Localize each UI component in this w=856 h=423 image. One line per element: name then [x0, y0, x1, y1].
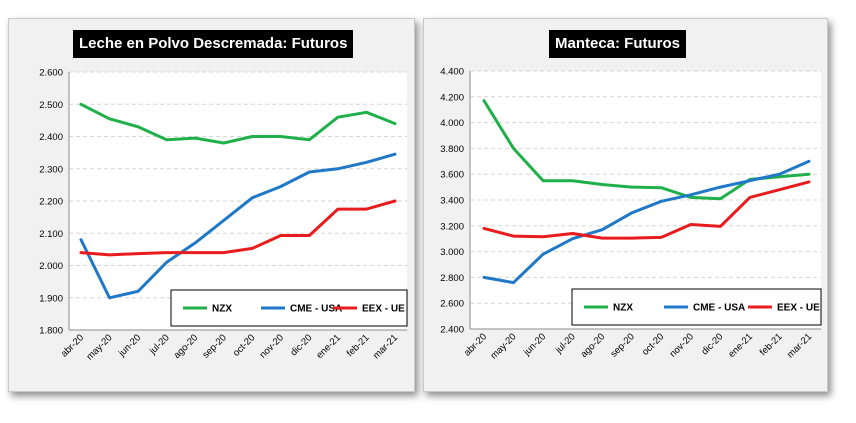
y-tick-label: 2.400: [440, 325, 464, 336]
y-tick-label: 3.400: [440, 196, 464, 207]
y-tick-label: 2.600: [440, 299, 464, 310]
legend-label: CME - USA: [290, 304, 342, 315]
x-tick-label: nov-20: [258, 332, 286, 360]
legend-label: EEX - UE: [362, 304, 405, 315]
y-tick-label: 4.200: [440, 92, 464, 103]
x-tick-label: ago-20: [579, 331, 608, 360]
legend-box: [571, 288, 822, 326]
x-tick-label: jul-20: [147, 332, 172, 357]
x-tick-label: dic-20: [699, 331, 725, 357]
y-tick-label: 1.900: [39, 293, 63, 304]
legend-label: NZX: [212, 304, 232, 315]
legend-label: NZX: [613, 303, 633, 314]
y-tick-label: 3.600: [440, 170, 464, 181]
x-tick-label: oct-20: [231, 332, 257, 358]
series-line-nzx: [79, 102, 397, 145]
y-tick-label: 1.800: [39, 326, 63, 337]
series-line-cme-usa: [79, 152, 397, 300]
x-tick-label: abr-20: [462, 331, 489, 358]
x-tick-label: abr-20: [59, 332, 86, 359]
x-tick-label: may-20: [488, 331, 518, 361]
x-tick-label: mar-21: [785, 331, 814, 360]
chart-panel-leche: 1.800 1.900 2.000 2.100 2.200 2.300 2.400 2.500…: [8, 18, 415, 392]
y-tick-label: 2.300: [39, 164, 63, 175]
y-tick-label: 3.200: [440, 221, 464, 232]
x-tick-label: jun-20: [116, 332, 143, 359]
chart-title-manteca: Manteca: Futuros: [549, 30, 687, 58]
x-tick-label: may-20: [84, 332, 114, 362]
y-tick-label: 2.800: [440, 273, 464, 284]
series-line-cme-usa: [482, 159, 811, 285]
y-tick-label: 2.600: [39, 68, 63, 79]
x-tick-label: ene-21: [726, 331, 755, 360]
series-line-eex-ue: [79, 199, 397, 257]
legend-label: CME - USA: [693, 303, 745, 314]
y-tick-label: 4.400: [440, 67, 464, 78]
x-tick-label: nov-20: [668, 331, 696, 359]
y-tick-label: 3.800: [440, 144, 464, 155]
legend-label: EEX - UE: [777, 303, 820, 314]
x-tick-label: ago-20: [172, 332, 201, 361]
x-tick-label: oct-20: [640, 331, 666, 357]
x-tick-label: sep-20: [609, 331, 637, 359]
chart-leche-svg: 1.800 1.900 2.000 2.100 2.200 2.300 2.400 2.500…: [39, 68, 408, 363]
x-tick-label: feb-21: [345, 332, 372, 359]
y-tick-label: 2.400: [39, 132, 63, 143]
series-line-eex-ue: [482, 180, 811, 240]
x-tick-label: mar-21: [371, 332, 400, 361]
x-tick-label: feb-21: [758, 331, 785, 358]
chart-manteca-svg: 2.400 2.600 2.800 3.000 3.200 3.400 3.600 3.800…: [440, 67, 822, 362]
y-tick-label: 2.100: [39, 229, 63, 240]
x-tick-label: jul-20: [553, 331, 578, 356]
y-tick-label: 2.500: [39, 100, 63, 111]
x-tick-label: ene-21: [314, 332, 343, 361]
legend-box: [170, 289, 408, 327]
y-tick-label: 4.000: [440, 118, 464, 129]
y-tick-label: 2.200: [39, 197, 63, 208]
y-tick-label: 2.000: [39, 261, 63, 272]
x-tick-label: jun-20: [521, 331, 548, 358]
x-tick-label: sep-20: [201, 332, 229, 360]
y-tick-label: 3.000: [440, 247, 464, 258]
x-tick-label: dic-20: [288, 332, 314, 358]
chart-panel-manteca: 2.400 2.600 2.800 3.000 3.200 3.400 3.600 3.800…: [423, 18, 828, 392]
chart-title-leche: Leche en Polvo Descremada: Futuros: [73, 30, 354, 58]
